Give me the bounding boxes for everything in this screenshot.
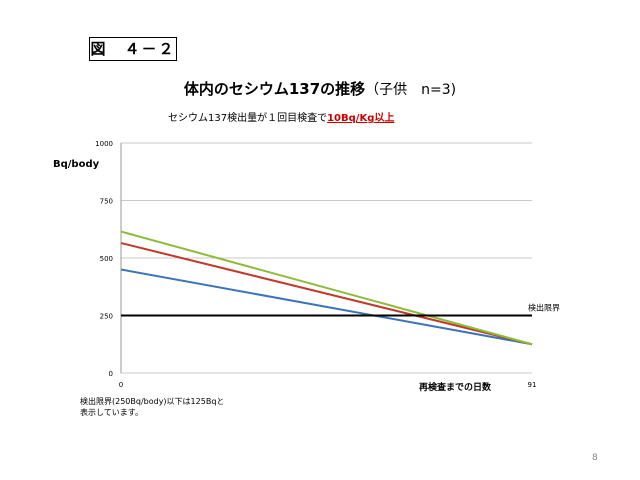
y-tick-label: 250: [100, 313, 113, 321]
x-axis-label: 再検査までの日数: [419, 381, 492, 393]
footnote: 検出限界(250Bq/body)以下は125Bqと 表示しています。: [80, 396, 224, 418]
series-line-2: [120, 242, 533, 346]
chart-title: 体内のセシウム137の推移（子供 n=3): [0, 78, 640, 99]
page-number: 8: [592, 453, 598, 463]
series-line-3: [120, 230, 533, 346]
y-tick-label: 1000: [95, 140, 113, 148]
chart-subtitle: セシウム137検出量が１回目検査で10Bq/Kg以上: [168, 109, 394, 124]
chart-title-suffix: （子供 n=3): [365, 82, 457, 98]
series-line-1: [120, 268, 533, 346]
y-tick-label: 0: [109, 370, 113, 378]
detection-limit-label: 検出限界: [528, 303, 560, 313]
chart-title-main: 体内のセシウム137の推移: [183, 80, 366, 98]
y-tick-label: 500: [100, 255, 113, 263]
x-tick-label: 0: [119, 381, 123, 389]
footnote-line-1: 検出限界(250Bq/body)以下は125Bqと: [80, 397, 225, 406]
x-tick-label: 91: [528, 381, 537, 389]
y-tick-label: 750: [100, 198, 113, 206]
footnote-line-2: 表示しています。: [80, 408, 143, 417]
subtitle-highlight: 10Bq/Kg以上: [327, 113, 395, 124]
subtitle-prefix: セシウム137検出量が１回目検査で: [168, 113, 328, 124]
y-axis-label: Bq/body: [53, 159, 100, 170]
figure-label: 図 ４－２: [89, 37, 177, 61]
